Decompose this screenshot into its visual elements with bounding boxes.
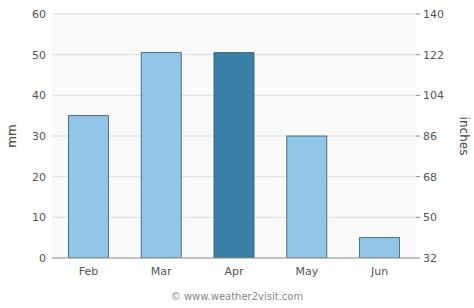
bars: [68, 53, 399, 258]
tick-mark: [416, 95, 420, 96]
tick-label: 86: [423, 130, 437, 143]
plot-area: [52, 14, 416, 258]
grid-line: [52, 14, 416, 15]
tick-label: 50: [32, 49, 46, 62]
tick-label: 10: [32, 211, 46, 224]
tick-mark: [416, 14, 420, 15]
tick-label: Apr: [224, 265, 244, 278]
tick-label: Jun: [370, 265, 388, 278]
footer: © www.weather2visit.com: [171, 291, 303, 302]
tick-mark: [416, 54, 420, 55]
tick-label: Mar: [151, 265, 172, 278]
chart: 0 10 20 30 40 50 60 32 50 68 86 104 122 140 Feb Mar Apr M…: [0, 0, 474, 308]
tick-label: May: [295, 265, 318, 278]
x-axis-line: [52, 258, 416, 259]
tick-label: 68: [423, 171, 437, 184]
tick-label: Feb: [79, 265, 98, 278]
tick-label: 32: [423, 252, 437, 265]
tick-label: 40: [32, 89, 46, 102]
axis-label: inches: [457, 117, 471, 156]
tick-mark: [416, 217, 420, 218]
tick-label: 104: [423, 89, 444, 102]
bar: [141, 53, 181, 258]
axis-label: mm: [5, 124, 19, 147]
tick-label: 0: [39, 252, 46, 265]
tick-mark: [416, 176, 420, 177]
tick-label: 60: [32, 8, 46, 21]
bar: [214, 53, 254, 258]
tick-label: 122: [423, 49, 444, 62]
tick-label: 140: [423, 8, 444, 21]
grid-line: [52, 258, 416, 259]
tick-label: 30: [32, 130, 46, 143]
tick-label: 50: [423, 211, 437, 224]
tick-mark: [416, 136, 420, 137]
bar: [68, 116, 108, 258]
tick-label: 20: [32, 171, 46, 184]
bar: [287, 136, 327, 258]
tick-mark: [416, 258, 420, 259]
bar: [360, 238, 400, 258]
